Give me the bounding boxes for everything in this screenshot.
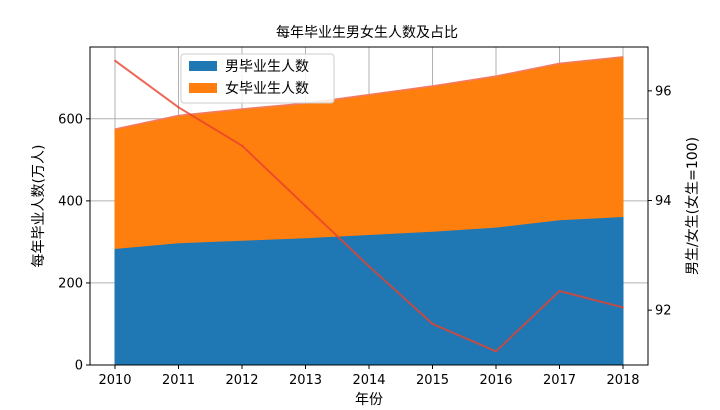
y-tick-label: 0 bbox=[75, 359, 83, 374]
ratio-point bbox=[114, 59, 116, 62]
y2-axis-label: 男生/女生(女生=100) bbox=[684, 137, 701, 275]
x-tick-label: 2013 bbox=[289, 373, 322, 388]
legend-swatch bbox=[189, 83, 217, 93]
x-tick-label: 2012 bbox=[225, 373, 258, 388]
ratio-point bbox=[431, 323, 434, 325]
area-top-outline bbox=[114, 56, 624, 130]
legend-box bbox=[180, 53, 335, 104]
chart-title: 每年毕业生男女生人数及占比 bbox=[276, 24, 458, 41]
y2-tick-label: 96 bbox=[655, 84, 672, 99]
x-tick-label: 2016 bbox=[479, 373, 512, 388]
x-axis-label: 年份 bbox=[355, 392, 383, 408]
x-tick-label: 2011 bbox=[162, 373, 195, 388]
y-axis-label: 每年毕业人数(万人) bbox=[31, 145, 47, 268]
y-tick-label: 600 bbox=[58, 112, 83, 127]
axes: 2010 2011 2012 2013 2014 2015 2016 2017 2018 0 200… bbox=[58, 84, 671, 388]
ratio-point bbox=[368, 265, 370, 268]
ratio-line-series bbox=[114, 59, 624, 353]
ratio-point bbox=[622, 306, 624, 309]
legend-label: 男毕业生人数 bbox=[225, 59, 309, 75]
x-tick-label: 2010 bbox=[98, 373, 131, 388]
ratio-point bbox=[177, 106, 180, 109]
y-tick-label: 200 bbox=[58, 276, 83, 291]
legend-label: 女毕业生人数 bbox=[225, 80, 309, 97]
x-tick-label: 2018 bbox=[606, 373, 639, 388]
ratio-point bbox=[495, 350, 497, 353]
y2-tick-label: 94 bbox=[655, 194, 672, 209]
y2-tick-label: 92 bbox=[655, 304, 672, 319]
area-series bbox=[114, 56, 624, 366]
ratio-point bbox=[241, 144, 243, 147]
y-tick-label: 400 bbox=[58, 194, 83, 209]
x-tick-label: 2014 bbox=[352, 373, 385, 388]
legend-swatch bbox=[189, 61, 217, 71]
ratio-point bbox=[558, 290, 561, 292]
ratio-point bbox=[304, 205, 307, 207]
x-tick-label: 2015 bbox=[416, 373, 449, 388]
x-tick-label: 2017 bbox=[543, 373, 576, 388]
